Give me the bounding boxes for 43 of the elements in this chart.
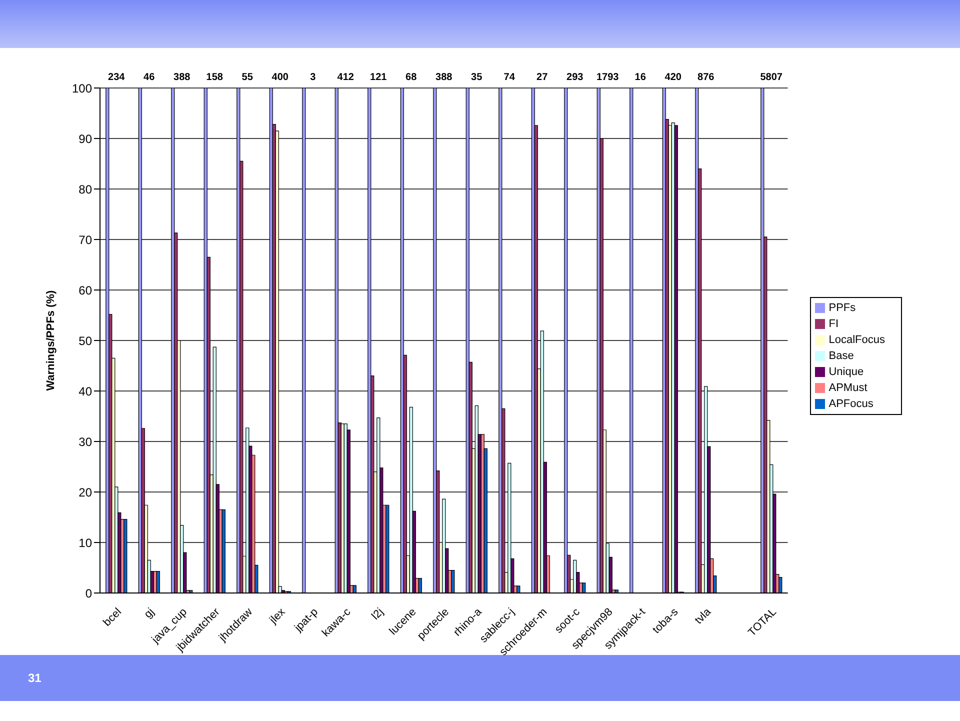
text: 3 [310, 72, 316, 83]
y-tick-label: 30 [78, 434, 92, 449]
text: 388 [436, 72, 453, 83]
y-tick-label: 0 [85, 586, 92, 600]
text: 55 [242, 72, 254, 83]
y-tick-label: 70 [78, 232, 92, 247]
text: 293 [566, 72, 584, 83]
legend-label: Unique [828, 366, 864, 378]
y-tick-label: 80 [78, 182, 92, 196]
text: 31 [28, 671, 42, 685]
text: 412 [337, 72, 354, 83]
y-tick-label: 50 [78, 334, 92, 348]
legend-label: APMust [828, 382, 868, 394]
x-tick-label: tvla [692, 605, 714, 627]
text: 876 [698, 72, 715, 83]
legend-label: Base [828, 350, 854, 362]
text: 27 [536, 72, 548, 83]
text: 74 [504, 72, 516, 83]
y-tick-label: 100 [72, 81, 92, 96]
text: 68 [406, 72, 418, 83]
y-tick-label: 60 [78, 283, 92, 298]
y-tick-label: 10 [78, 536, 92, 550]
text: 35 [471, 72, 483, 83]
x-tick-label: jlex [266, 606, 288, 627]
text: 16 [634, 72, 646, 83]
text: 388 [174, 72, 191, 83]
y-tick-label: 20 [78, 485, 92, 500]
text: 1793 [596, 72, 620, 83]
y-tick-label: 40 [78, 384, 92, 398]
y-tick-label: 90 [78, 132, 92, 146]
text: 400 [272, 72, 289, 83]
text: 158 [206, 72, 224, 83]
legend-label: FI [828, 318, 839, 330]
legend-label: PPFs [828, 302, 856, 314]
legend-label: APFocus [828, 398, 874, 410]
y-axis-title: Warnings/PPFs (%) [44, 290, 57, 391]
legend-label: LocalFocus [828, 334, 885, 346]
text: 5807 [760, 72, 783, 83]
text: 234 [108, 72, 126, 83]
x-tick-label: l2j [370, 606, 386, 622]
text: 121 [370, 72, 388, 83]
text: 420 [664, 72, 682, 83]
text: 46 [144, 72, 156, 83]
